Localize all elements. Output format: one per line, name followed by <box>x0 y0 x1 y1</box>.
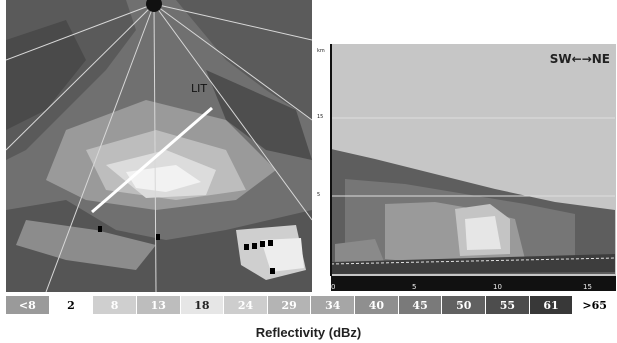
scale-bin: 2 <box>49 296 94 314</box>
scale-bin: 61 <box>529 296 574 314</box>
scale-bin: >65 <box>573 296 617 314</box>
direction-label: SW←→NE <box>549 52 610 66</box>
cross-section-image <box>315 44 616 291</box>
x-tick-0: 0 <box>331 283 336 291</box>
ppi-radar-panel: LIT <box>6 0 312 292</box>
y-tick-15: 15 <box>317 114 324 120</box>
scale-bin: 24 <box>224 296 268 314</box>
ppi-radar-image <box>6 0 312 292</box>
scale-bin: 8 <box>93 296 137 314</box>
scale-bin: 55 <box>486 296 530 314</box>
cross-section-panel: km 15 5 0 5 10 15 SW←→NE <box>315 44 616 291</box>
reflectivity-scale: <8 2 8 13 18 24 29 34 40 45 50 55 61 >65 <box>6 296 617 314</box>
x-tick-10: 10 <box>493 283 502 291</box>
scale-title: Reflectivity (dBz) <box>255 325 362 340</box>
x-tick-15: 15 <box>583 283 592 291</box>
scale-bin: 45 <box>398 296 443 314</box>
scale-bin: 34 <box>311 296 356 314</box>
x-tick-5: 5 <box>412 283 417 291</box>
y-axis-unit: km <box>317 48 325 54</box>
scale-bin: 29 <box>267 296 312 314</box>
scale-bin: 18 <box>180 296 225 314</box>
scale-bin: 40 <box>355 296 399 314</box>
scale-bin: 50 <box>442 296 487 314</box>
y-tick-5: 5 <box>317 192 321 198</box>
scale-bin: <8 <box>6 296 50 314</box>
station-label: LIT <box>191 82 208 95</box>
scale-bin: 13 <box>136 296 181 314</box>
